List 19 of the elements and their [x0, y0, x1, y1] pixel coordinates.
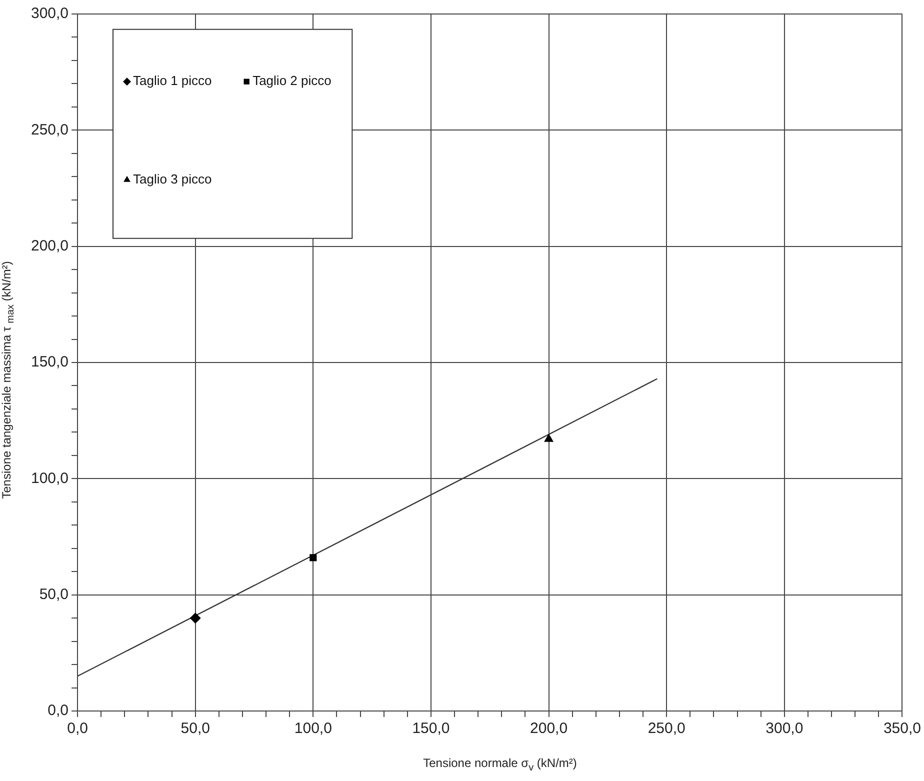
x-tick-label: 350,0 [883, 720, 922, 738]
legend-label: Taglio 2 picco [252, 73, 332, 88]
x-tick-label: 300,0 [766, 720, 804, 738]
x-tick-label: 100,0 [294, 720, 332, 738]
y-tick-label: 300,0 [30, 5, 69, 22]
x-axis-title: Tensione normale σ$_{v}$ (kN/m²) [423, 756, 577, 774]
x-tick-label: 50,0 [180, 720, 210, 738]
legend-label: Taglio 1 picco [133, 73, 212, 88]
y-tick-label: 0,0 [48, 702, 69, 720]
x-tick-label: 200,0 [530, 720, 568, 738]
y-tick-label: 50,0 [39, 586, 69, 603]
x-tick-label: 250,0 [648, 720, 686, 738]
y-tick-label: 250,0 [30, 121, 69, 138]
x-tick-label: 150,0 [412, 720, 450, 738]
legend-label: Taglio 3 picco [133, 171, 212, 186]
y-tick-label: 200,0 [30, 237, 69, 254]
y-tick-label: 150,0 [30, 354, 69, 371]
y-tick-label: 100,0 [30, 470, 69, 487]
x-tick-label: 0,0 [67, 720, 88, 738]
